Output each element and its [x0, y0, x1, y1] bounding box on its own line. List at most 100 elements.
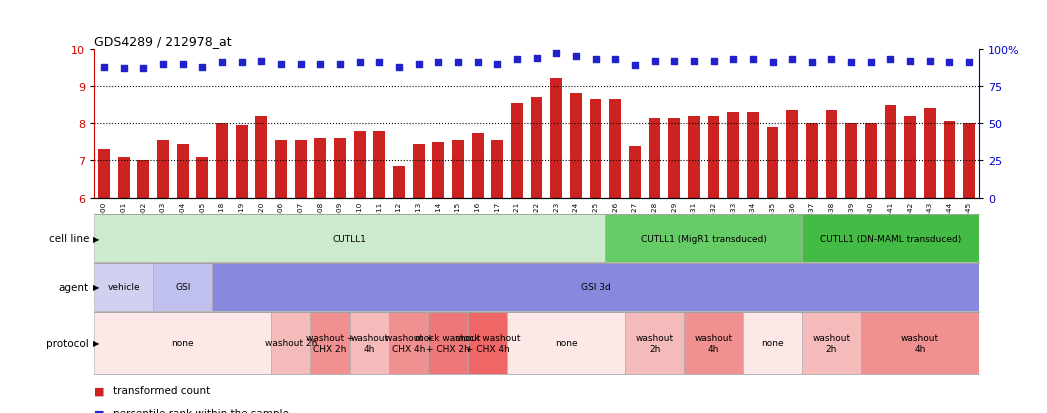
Text: agent: agent — [59, 282, 89, 292]
Bar — [802, 215, 979, 262]
Bar — [177, 145, 188, 198]
Point — [744, 57, 761, 63]
Text: GDS4289 / 212978_at: GDS4289 / 212978_at — [94, 35, 231, 47]
Bar — [728, 113, 739, 198]
Text: mock washout
+ CHX 4h: mock washout + CHX 4h — [454, 333, 520, 353]
Point — [607, 57, 624, 63]
Text: washout +
CHX 2h: washout + CHX 2h — [306, 333, 354, 353]
Bar — [649, 118, 661, 198]
Point — [567, 54, 584, 60]
Point — [272, 61, 289, 68]
Bar — [589, 100, 601, 198]
Text: washout
2h: washout 2h — [636, 333, 673, 353]
Bar — [236, 126, 247, 198]
Text: cell line: cell line — [48, 233, 89, 244]
Point — [587, 57, 604, 63]
Point — [253, 58, 270, 65]
Bar — [137, 161, 150, 198]
Bar — [311, 312, 350, 374]
Bar — [802, 312, 861, 374]
Point — [489, 61, 506, 68]
Bar — [766, 128, 778, 198]
Point — [292, 61, 309, 68]
Point — [863, 59, 879, 66]
Point — [115, 66, 132, 72]
Point — [941, 59, 958, 66]
Bar — [94, 215, 605, 262]
Bar — [743, 312, 802, 374]
Bar — [531, 98, 542, 198]
Point — [469, 59, 486, 66]
Point — [351, 59, 369, 66]
Point — [764, 59, 781, 66]
Bar — [668, 118, 681, 198]
Bar — [491, 140, 504, 198]
Bar — [157, 140, 169, 198]
Bar — [885, 105, 896, 198]
Bar — [747, 113, 759, 198]
Bar — [413, 145, 424, 198]
Point — [449, 59, 466, 66]
Bar — [314, 139, 327, 198]
Bar — [865, 124, 876, 198]
Bar — [625, 312, 684, 374]
Text: none: none — [172, 339, 194, 348]
Text: protocol: protocol — [46, 338, 89, 348]
Text: mock washout
+ CHX 2h: mock washout + CHX 2h — [416, 333, 481, 353]
Bar — [570, 94, 582, 198]
Bar — [629, 146, 641, 198]
Text: GSI: GSI — [175, 283, 191, 292]
Bar — [826, 111, 838, 198]
Point — [174, 61, 191, 68]
Bar — [708, 116, 719, 198]
Bar — [98, 150, 110, 198]
Text: ■: ■ — [94, 385, 105, 396]
Bar — [118, 157, 130, 198]
Text: ▶: ▶ — [93, 283, 99, 292]
Bar — [609, 100, 621, 198]
Bar — [861, 312, 979, 374]
Point — [95, 64, 112, 71]
Bar — [452, 140, 464, 198]
Point — [509, 57, 526, 63]
Bar — [472, 133, 484, 198]
Text: none: none — [555, 339, 577, 348]
Bar — [153, 263, 213, 311]
Text: washout
4h: washout 4h — [351, 333, 388, 353]
Bar — [684, 312, 743, 374]
Bar — [507, 312, 625, 374]
Point — [901, 58, 918, 65]
Point — [784, 57, 801, 63]
Point — [921, 58, 938, 65]
Text: none: none — [761, 339, 784, 348]
Text: ▶: ▶ — [93, 234, 99, 243]
Text: CUTLL1 (DN-MAML transduced): CUTLL1 (DN-MAML transduced) — [820, 234, 961, 243]
Point — [843, 59, 860, 66]
Bar — [806, 124, 818, 198]
Bar — [275, 140, 287, 198]
Bar — [845, 124, 857, 198]
Text: washout
4h: washout 4h — [900, 333, 939, 353]
Point — [430, 59, 447, 66]
Point — [214, 59, 230, 66]
Bar — [354, 131, 365, 198]
Bar — [94, 263, 153, 311]
Bar — [688, 116, 699, 198]
Bar — [511, 103, 522, 198]
Point — [823, 57, 840, 63]
Point — [803, 59, 820, 66]
Point — [135, 66, 152, 72]
Bar — [943, 122, 955, 198]
Bar — [428, 312, 468, 374]
Text: ▶: ▶ — [93, 339, 99, 348]
Point — [882, 57, 898, 63]
Text: washout 2h: washout 2h — [265, 339, 317, 348]
Point — [155, 61, 172, 68]
Text: CUTLL1: CUTLL1 — [333, 234, 366, 243]
Bar — [963, 124, 975, 198]
Point — [548, 51, 564, 57]
Point — [528, 55, 544, 62]
Text: transformed count: transformed count — [113, 385, 210, 396]
Point — [961, 59, 978, 66]
Point — [410, 61, 427, 68]
